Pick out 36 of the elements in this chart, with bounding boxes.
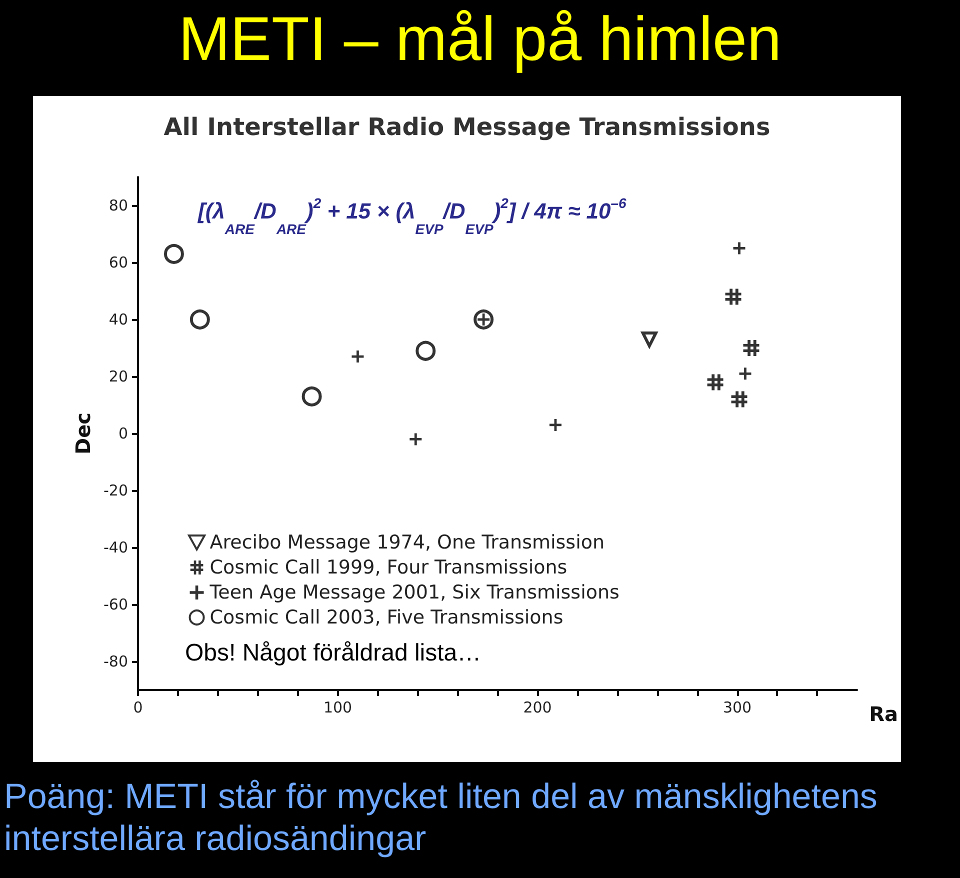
y-tick-label: 20 — [108, 368, 128, 386]
x-tick-label: 0 — [133, 698, 143, 716]
legend-label: Arecibo Message 1974, One Transmission — [210, 532, 605, 554]
y-tick-label: -40 — [104, 538, 128, 556]
text: Poäng: METI står för mycket liten del av mänsklighetens interstellära radiosändingar — [4, 776, 878, 860]
chart-subtitle: All Interstellar Radio Message Transmissions — [164, 113, 770, 141]
point — [416, 340, 436, 361]
x-tick-label: 100 — [323, 698, 352, 716]
chart-title: METI – mål på himlen — [178, 4, 782, 76]
point — [164, 244, 184, 264]
legend-label: Cosmic Call 2003, Five Transmissions — [210, 606, 564, 628]
legend-label: Cosmic Call 1999, Four Transmissions — [210, 556, 568, 578]
y-tick-label: 40 — [108, 310, 128, 328]
point — [731, 391, 748, 408]
y-tick-label: -60 — [104, 596, 128, 614]
annotation: Obs! Något föråldrad lista… — [185, 640, 482, 666]
y-tick-label: 60 — [108, 254, 128, 272]
point — [707, 374, 724, 390]
y-tick-label: -80 — [104, 652, 128, 670]
y-tick-label: 80 — [108, 196, 128, 214]
point — [302, 386, 322, 406]
point — [352, 350, 364, 363]
point — [739, 368, 752, 380]
point — [725, 288, 742, 305]
y-axis-title: Dec — [71, 412, 95, 455]
point — [641, 331, 658, 348]
point — [190, 310, 210, 330]
x-tick-label: 300 — [722, 698, 752, 716]
x-tick-label: 200 — [523, 698, 552, 716]
y-tick-label: -20 — [104, 482, 128, 500]
x-axis-title: Ra — [869, 702, 898, 726]
y-tick-label: 0 — [118, 424, 128, 442]
point — [733, 242, 746, 254]
legend-label: Teen Age Message 2001, Six Transmissions — [208, 582, 620, 604]
point — [410, 433, 422, 446]
point — [743, 340, 760, 356]
